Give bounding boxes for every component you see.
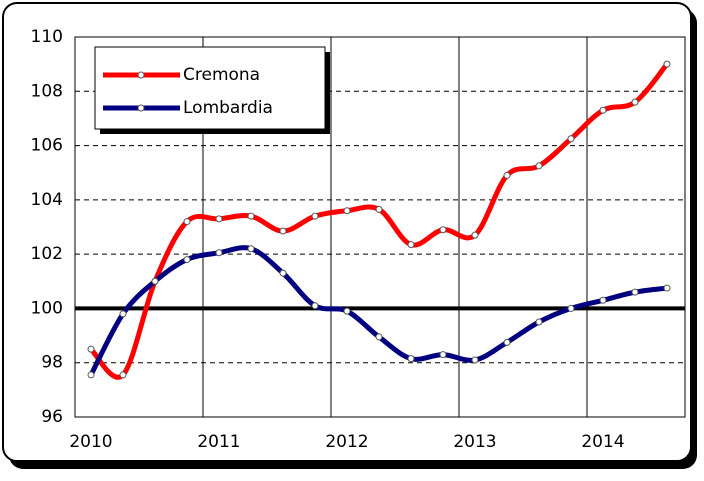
point-marker: [536, 319, 542, 325]
point-marker: [216, 250, 222, 256]
point-marker: [88, 372, 94, 378]
x-tick-label: 2013: [453, 432, 496, 452]
y-tick-label: 100: [31, 298, 63, 318]
x-tick-label: 2011: [197, 432, 240, 452]
point-marker: [120, 372, 126, 378]
point-marker: [408, 242, 414, 248]
legend-label: Cremona: [183, 65, 260, 85]
point-marker: [632, 289, 638, 295]
point-marker: [184, 257, 190, 263]
point-marker: [504, 172, 510, 178]
chart: 96 98 100 102 104 106 108 110 2010 2011 2012 2013 20…: [0, 0, 704, 477]
point-marker: [536, 163, 542, 169]
point-marker: [280, 228, 286, 234]
point-marker: [248, 246, 254, 252]
y-tick-label: 96: [41, 407, 63, 427]
point-marker: [248, 213, 254, 219]
point-marker: [600, 297, 606, 303]
point-marker: [568, 305, 574, 311]
y-tick-label: 98: [41, 353, 63, 373]
point-marker: [184, 219, 190, 225]
point-marker: [152, 278, 158, 284]
point-marker: [280, 270, 286, 276]
point-marker: [632, 99, 638, 105]
x-tick-label: 2012: [325, 432, 368, 452]
y-tick-label: 106: [31, 136, 63, 156]
point-marker: [504, 339, 510, 345]
y-tick-label: 110: [31, 27, 63, 47]
point-marker: [376, 334, 382, 340]
point-marker: [344, 208, 350, 214]
y-tick-label: 104: [31, 190, 63, 210]
point-marker: [312, 213, 318, 219]
point-marker: [120, 311, 126, 317]
point-marker: [664, 285, 670, 291]
x-tick-label: 2010: [69, 432, 112, 452]
x-tick-label: 2014: [581, 432, 624, 452]
point-marker: [568, 136, 574, 142]
y-tick-label: 102: [31, 244, 63, 264]
point-marker: [440, 227, 446, 233]
point-marker: [664, 61, 670, 67]
point-marker: [440, 352, 446, 358]
point-marker: [408, 356, 414, 362]
y-tick-label: 108: [31, 81, 63, 101]
point-marker: [472, 357, 478, 363]
point-marker: [312, 303, 318, 309]
legend-marker: [138, 72, 144, 78]
point-marker: [344, 308, 350, 314]
legend-label: Lombardia: [183, 98, 273, 118]
point-marker: [88, 346, 94, 352]
point-marker: [216, 216, 222, 222]
point-marker: [376, 206, 382, 212]
legend-marker: [138, 105, 144, 111]
point-marker: [600, 107, 606, 113]
point-marker: [472, 232, 478, 238]
